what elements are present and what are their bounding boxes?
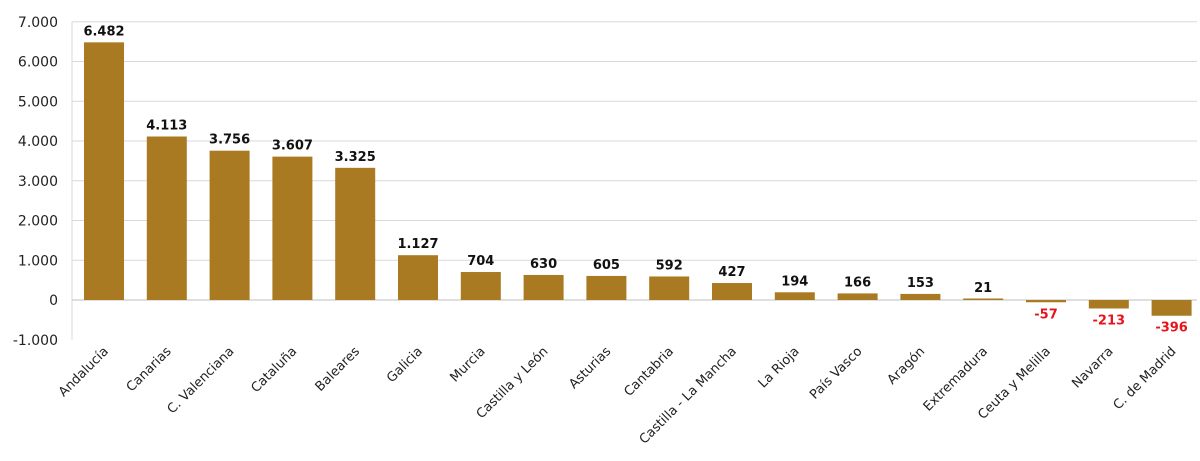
- bar: [1026, 300, 1066, 303]
- data-label: 194: [781, 274, 808, 289]
- y-tick-label: 0: [49, 293, 58, 309]
- bar: [900, 293, 941, 300]
- x-tick-label: Murcia: [447, 344, 488, 385]
- x-tick-label: Cataluña: [248, 344, 300, 396]
- data-label: 427: [718, 265, 745, 280]
- bar: [523, 274, 564, 300]
- data-label: 6.482: [83, 24, 124, 39]
- data-label: 4.113: [146, 119, 187, 134]
- y-tick-label: 7.000: [18, 15, 58, 31]
- y-tick-label: 1.000: [18, 253, 58, 269]
- bar: [209, 150, 250, 300]
- data-label: 166: [844, 275, 871, 290]
- data-label: 605: [593, 258, 620, 273]
- y-tick-label: 6.000: [18, 55, 58, 71]
- y-tick-label: 5.000: [18, 94, 58, 110]
- bar: [963, 298, 1004, 300]
- gridlines: [72, 21, 1197, 261]
- data-label: 3.325: [335, 150, 376, 165]
- data-label: -213: [1093, 313, 1126, 328]
- data-label: 153: [907, 276, 934, 291]
- y-tick-label: 2.000: [18, 214, 58, 230]
- data-label: -57: [1034, 307, 1058, 322]
- bar: [84, 42, 124, 300]
- x-tick-label: C. Valenciana: [165, 344, 238, 417]
- bar: [712, 283, 752, 300]
- bars: [84, 42, 1192, 316]
- data-label: 1.127: [397, 237, 438, 252]
- data-label: 3.607: [272, 139, 313, 154]
- bar: [460, 272, 501, 300]
- x-tick-label: Aragón: [885, 344, 929, 388]
- data-label: 3.756: [209, 133, 250, 148]
- bar: [774, 292, 815, 300]
- x-tick-label: Galicia: [384, 344, 426, 386]
- bar: [272, 156, 313, 300]
- data-labels: 6.482 4.113 3.756 3.607 3.325 1.127 704 630 605 5…: [83, 24, 1187, 335]
- x-tick-label: La Rioja: [756, 344, 803, 391]
- y-tick-label: -1.000: [13, 333, 58, 349]
- bar: [1151, 300, 1192, 316]
- bar: [586, 275, 627, 300]
- bar: [837, 293, 878, 300]
- x-tick-label: Navarra: [1069, 344, 1116, 391]
- y-axis: 7.000 6.000 5.000 4.000 3.000 2.000 1.000 0 -1.0…: [13, 15, 1197, 349]
- data-label: 21: [974, 281, 992, 296]
- data-label: 630: [530, 257, 557, 272]
- x-tick-label: Canarias: [124, 344, 175, 395]
- bar: [146, 136, 187, 300]
- data-label: 704: [467, 254, 494, 269]
- x-tick-label: Baleares: [313, 344, 364, 395]
- y-tick-label: 3.000: [18, 174, 58, 190]
- bar: [335, 167, 376, 300]
- x-tick-label: Asturias: [566, 344, 614, 392]
- data-label: -396: [1155, 321, 1188, 336]
- x-tick-label: Andalucía: [56, 344, 112, 400]
- x-tick-label: País Vasco: [807, 344, 865, 402]
- x-tick-label: C. de Madrid: [1111, 344, 1180, 413]
- bar: [1088, 300, 1129, 309]
- data-label: 592: [656, 258, 683, 273]
- x-tick-label: Cantabria: [621, 344, 677, 400]
- x-tick-label: Extremadura: [921, 344, 991, 414]
- bar: [398, 255, 438, 300]
- bar: [649, 276, 690, 300]
- y-tick-label: 4.000: [18, 134, 58, 150]
